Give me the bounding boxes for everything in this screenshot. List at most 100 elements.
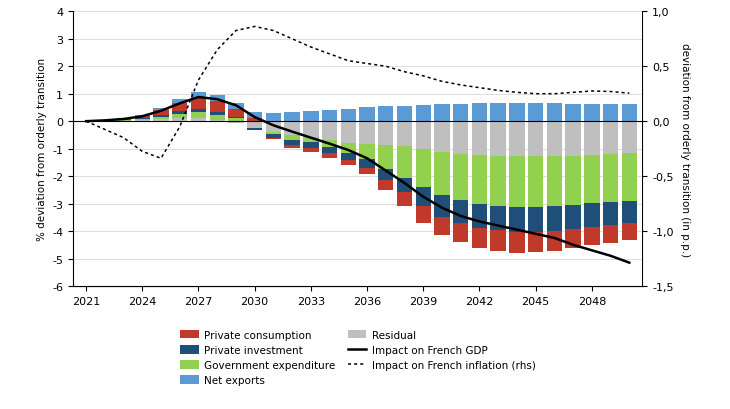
- Bar: [247, 129, 262, 131]
- Bar: [116, 119, 131, 120]
- Bar: [603, 122, 618, 155]
- Bar: [415, 122, 431, 150]
- Bar: [566, 229, 581, 249]
- Bar: [491, 104, 506, 122]
- Bar: [341, 122, 356, 143]
- Bar: [303, 112, 318, 122]
- Bar: [228, 122, 244, 124]
- Bar: [228, 119, 244, 122]
- Bar: [322, 122, 337, 141]
- Bar: [172, 115, 188, 119]
- Bar: [172, 103, 188, 112]
- Bar: [210, 101, 225, 113]
- Bar: [453, 122, 469, 154]
- Bar: [191, 97, 206, 110]
- Bar: [303, 143, 318, 148]
- Bar: [341, 160, 356, 166]
- Bar: [584, 155, 599, 204]
- Bar: [472, 204, 487, 228]
- Bar: [472, 104, 487, 122]
- Bar: [210, 116, 225, 121]
- Bar: [434, 122, 450, 153]
- Bar: [491, 156, 506, 206]
- Bar: [622, 201, 637, 223]
- Bar: [453, 223, 469, 243]
- Bar: [528, 104, 543, 122]
- Bar: [566, 104, 581, 122]
- Bar: [210, 96, 225, 101]
- Bar: [191, 92, 206, 97]
- Legend: Private consumption, Private investment, Government expenditure, Net exports, Re: Private consumption, Private investment,…: [180, 330, 536, 385]
- Bar: [397, 106, 412, 122]
- Bar: [134, 120, 150, 121]
- Bar: [153, 108, 169, 111]
- Bar: [322, 141, 337, 147]
- Bar: [378, 181, 393, 190]
- Bar: [491, 231, 506, 251]
- Bar: [153, 120, 169, 122]
- Bar: [116, 120, 131, 121]
- Bar: [191, 119, 206, 122]
- Bar: [491, 206, 506, 231]
- Bar: [510, 233, 525, 253]
- Bar: [266, 122, 281, 132]
- Bar: [566, 205, 581, 229]
- Bar: [266, 132, 281, 135]
- Bar: [584, 227, 599, 246]
- Bar: [247, 119, 262, 121]
- Bar: [153, 116, 169, 117]
- Bar: [603, 225, 618, 243]
- Bar: [434, 217, 450, 236]
- Bar: [528, 233, 543, 253]
- Bar: [247, 122, 262, 129]
- Bar: [247, 121, 262, 122]
- Bar: [415, 150, 431, 188]
- Bar: [228, 118, 244, 119]
- Bar: [453, 154, 469, 200]
- Bar: [191, 113, 206, 119]
- Bar: [415, 106, 431, 122]
- Bar: [134, 115, 150, 117]
- Bar: [378, 146, 393, 169]
- Bar: [547, 122, 562, 157]
- Bar: [510, 157, 525, 207]
- Bar: [397, 193, 412, 207]
- Bar: [153, 117, 169, 120]
- Bar: [322, 147, 337, 153]
- Bar: [528, 208, 543, 233]
- Bar: [341, 143, 356, 154]
- Bar: [322, 153, 337, 158]
- Bar: [584, 204, 599, 227]
- Bar: [472, 155, 487, 204]
- Bar: [378, 107, 393, 122]
- Bar: [510, 104, 525, 122]
- Bar: [397, 179, 412, 193]
- Bar: [378, 122, 393, 146]
- Bar: [191, 110, 206, 113]
- Bar: [247, 112, 262, 119]
- Bar: [584, 105, 599, 122]
- Bar: [341, 154, 356, 160]
- Bar: [397, 147, 412, 179]
- Bar: [285, 136, 300, 140]
- Bar: [359, 168, 374, 174]
- Bar: [172, 112, 188, 115]
- Y-axis label: % deviation from orderly transition: % deviation from orderly transition: [36, 58, 47, 240]
- Bar: [266, 138, 281, 140]
- Bar: [285, 140, 300, 145]
- Bar: [510, 207, 525, 233]
- Bar: [434, 153, 450, 196]
- Bar: [172, 100, 188, 103]
- Bar: [547, 231, 562, 251]
- Bar: [359, 122, 374, 144]
- Bar: [528, 157, 543, 208]
- Bar: [303, 138, 318, 143]
- Bar: [510, 122, 525, 157]
- Bar: [322, 110, 337, 122]
- Bar: [472, 122, 487, 155]
- Bar: [266, 114, 281, 122]
- Bar: [397, 122, 412, 147]
- Bar: [285, 112, 300, 122]
- Bar: [210, 113, 225, 116]
- Bar: [415, 188, 431, 206]
